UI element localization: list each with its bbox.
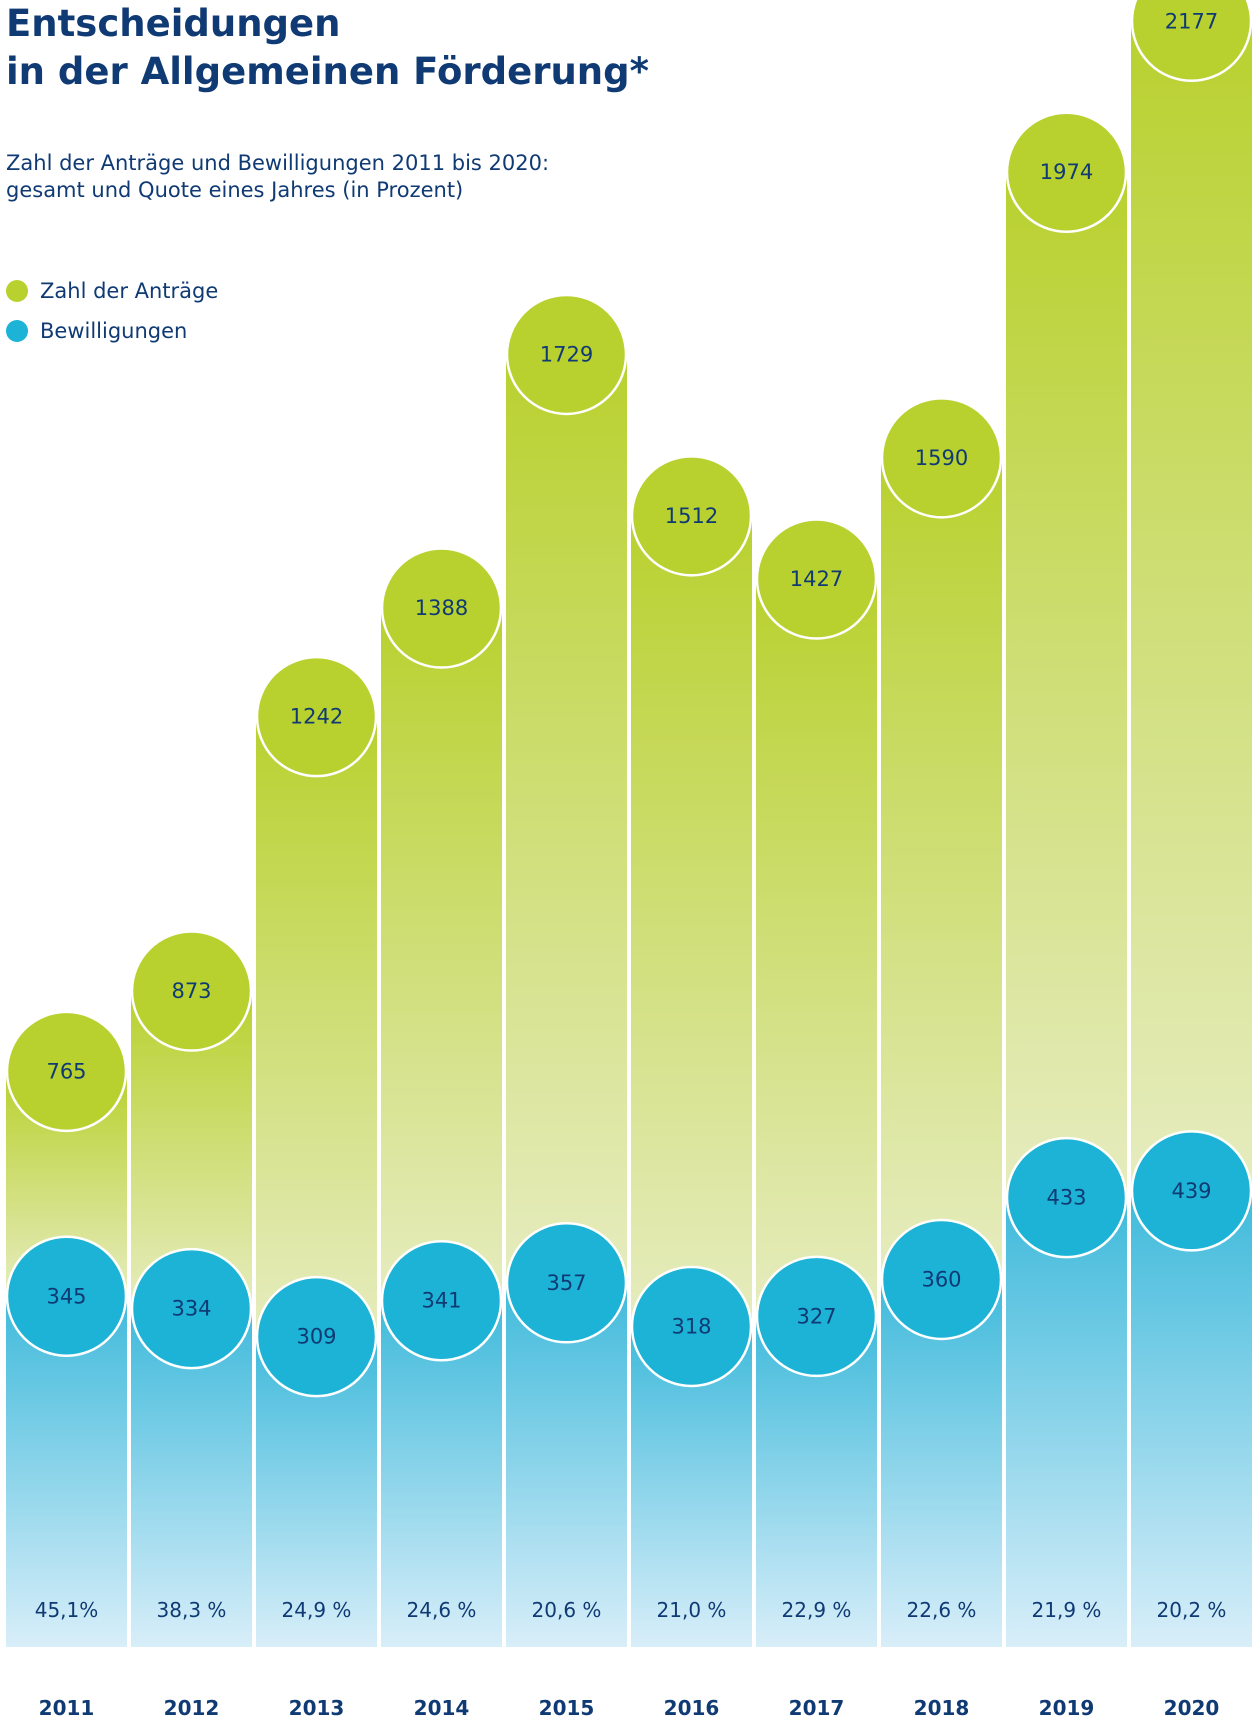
marker-approvals-2014 — [380, 1239, 503, 1362]
marker-applications-2016 — [630, 455, 753, 577]
label-approvals-2020: 439 — [1171, 1179, 1211, 1203]
bar-applications-2016 — [631, 515, 752, 1327]
tick-label-2014: 2014 — [414, 1696, 470, 1720]
label-quota-2020: 20,2 % — [1157, 1598, 1227, 1622]
legend: Zahl der Anträge Bewilligungen — [6, 271, 218, 351]
label-approvals-2018: 360 — [921, 1267, 961, 1291]
label-applications-2012: 873 — [171, 979, 211, 1003]
marker-applications-2015 — [505, 293, 628, 416]
label-approvals-2015: 357 — [546, 1271, 586, 1295]
marker-approvals-2018 — [880, 1218, 1003, 1341]
tick-label-2020: 2020 — [1164, 1696, 1220, 1720]
bar-applications-2017 — [756, 579, 877, 1317]
legend-swatch-applications — [6, 280, 28, 302]
label-applications-2018: 1590 — [915, 446, 968, 470]
tick-label-2011: 2011 — [39, 1696, 95, 1720]
marker-approvals-2012 — [130, 1247, 253, 1370]
label-quota-2012: 38,3 % — [157, 1598, 227, 1622]
bar-applications-2018 — [881, 457, 1002, 1280]
marker-approvals-2013 — [255, 1275, 378, 1398]
label-applications-2017: 1427 — [790, 567, 843, 591]
legend-item-approvals: Bewilligungen — [6, 311, 218, 351]
label-quota-2015: 20,6 % — [532, 1598, 602, 1622]
label-approvals-2013: 309 — [296, 1325, 336, 1349]
label-applications-2020: 2177 — [1165, 9, 1218, 33]
bar-applications-2014 — [381, 608, 502, 1301]
marker-applications-2019 — [1005, 111, 1128, 233]
label-approvals-2011: 345 — [46, 1284, 86, 1308]
label-applications-2011: 765 — [46, 1059, 86, 1083]
label-applications-2013: 1242 — [290, 705, 343, 729]
marker-approvals-2017 — [755, 1255, 878, 1378]
marker-applications-2012 — [130, 930, 253, 1052]
labels-group: 765 345 45,1% 2011 873 334 38,3 % 2012 1242 309 24… — [35, 9, 1227, 1720]
legend-label-applications: Zahl der Anträge — [40, 279, 219, 303]
tick-label-2018: 2018 — [914, 1696, 970, 1720]
legend-swatch-approvals — [6, 320, 28, 342]
bar-applications-2019 — [1006, 172, 1127, 1198]
label-quota-2014: 24,6 % — [407, 1598, 477, 1622]
bar-approvals-2020 — [1131, 1190, 1252, 1647]
label-approvals-2019: 433 — [1046, 1186, 1086, 1210]
marker-applications-2014 — [380, 547, 503, 669]
marker-approvals-2016 — [630, 1265, 753, 1388]
label-applications-2015: 1729 — [540, 342, 593, 366]
title-line-1: Entscheidungen — [6, 2, 341, 45]
tick-label-2017: 2017 — [789, 1696, 845, 1720]
marker-approvals-2019 — [1005, 1136, 1128, 1259]
marker-applications-2017 — [755, 518, 878, 640]
marker-applications-2011 — [5, 1010, 128, 1133]
marker-applications-2013 — [255, 655, 378, 778]
subtitle-line-1: Zahl der Anträge und Bewilligungen 2011 … — [6, 151, 550, 175]
bar-approvals-2018 — [881, 1279, 1002, 1647]
bars-group — [5, 0, 1253, 1647]
marker-applications-2020 — [1130, 0, 1253, 82]
legend-item-applications: Zahl der Anträge — [6, 271, 218, 311]
label-quota-2018: 22,6 % — [907, 1598, 977, 1622]
label-applications-2014: 1388 — [415, 596, 468, 620]
marker-approvals-2020 — [1130, 1130, 1253, 1252]
label-applications-2019: 1974 — [1040, 160, 1093, 184]
tick-label-2016: 2016 — [664, 1696, 720, 1720]
label-quota-2017: 22,9 % — [782, 1598, 852, 1622]
chart-title: Entscheidungen in der Allgemeinen Förderu… — [6, 0, 649, 96]
bar-applications-2015 — [506, 354, 627, 1283]
label-approvals-2016: 318 — [671, 1315, 711, 1339]
label-applications-2016: 1512 — [665, 504, 718, 528]
label-approvals-2017: 327 — [796, 1304, 836, 1328]
label-quota-2011: 45,1% — [35, 1598, 99, 1622]
tick-label-2012: 2012 — [164, 1696, 220, 1720]
legend-label-approvals: Bewilligungen — [40, 319, 188, 343]
tick-label-2015: 2015 — [539, 1696, 595, 1720]
marker-approvals-2011 — [5, 1235, 128, 1358]
bar-applications-2020 — [1131, 21, 1252, 1191]
tick-label-2013: 2013 — [289, 1696, 345, 1720]
tick-label-2019: 2019 — [1039, 1696, 1095, 1720]
label-quota-2019: 21,9 % — [1032, 1598, 1102, 1622]
marker-approvals-2015 — [505, 1222, 628, 1344]
chart-subtitle: Zahl der Anträge und Bewilligungen 2011 … — [6, 150, 549, 204]
bar-applications-2013 — [256, 716, 377, 1337]
label-approvals-2014: 341 — [421, 1289, 461, 1313]
marker-applications-2018 — [880, 397, 1003, 519]
label-approvals-2012: 334 — [171, 1297, 211, 1321]
subtitle-line-2: gesamt und Quote eines Jahres (in Prozen… — [6, 178, 464, 202]
title-line-2: in der Allgemeinen Förderung* — [6, 50, 649, 93]
bar-approvals-2019 — [1006, 1197, 1127, 1647]
label-quota-2013: 24,9 % — [282, 1598, 352, 1622]
label-quota-2016: 21,0 % — [657, 1598, 727, 1622]
